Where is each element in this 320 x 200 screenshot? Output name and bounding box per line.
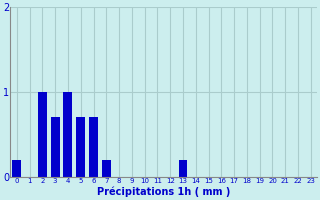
Bar (89, 117, 98, 177)
Bar (179, 160, 188, 177)
Bar (12, 160, 21, 177)
Bar (102, 160, 111, 177)
Bar (38, 92, 47, 177)
Bar (76, 117, 85, 177)
Bar (51, 117, 60, 177)
X-axis label: Précipitations 1h ( mm ): Précipitations 1h ( mm ) (97, 187, 230, 197)
Bar (63, 92, 72, 177)
